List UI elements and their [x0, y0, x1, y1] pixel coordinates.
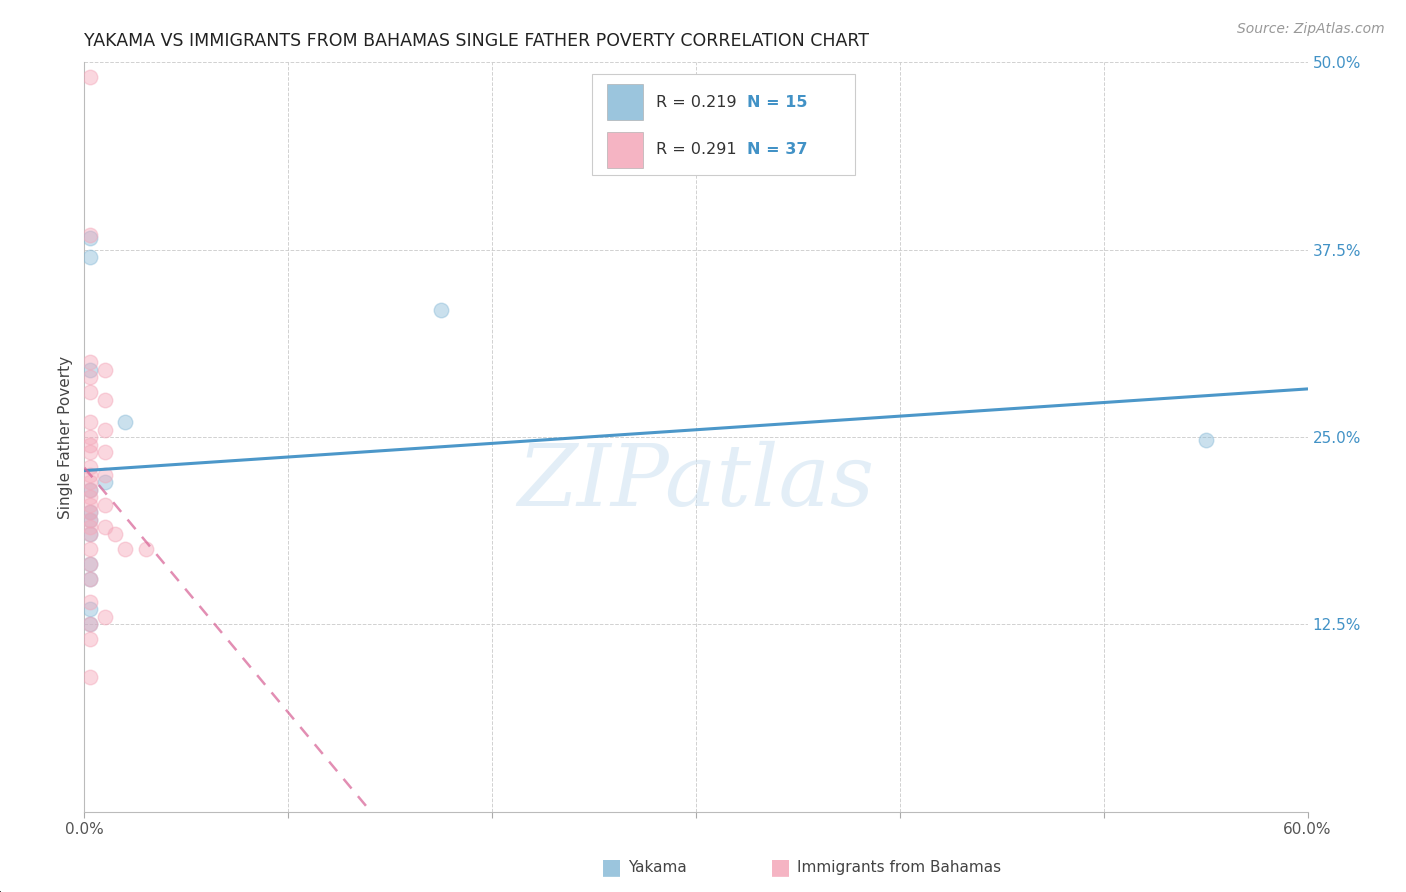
FancyBboxPatch shape — [606, 84, 644, 120]
Point — [79, 445, 101, 459]
Point — [79, 505, 101, 519]
Point — [114, 415, 136, 429]
Point — [79, 475, 101, 489]
Point — [79, 250, 101, 264]
Point — [93, 362, 115, 376]
Point — [93, 475, 115, 489]
Point — [93, 520, 115, 534]
Point — [79, 362, 101, 376]
Point — [79, 490, 101, 504]
Point — [79, 520, 101, 534]
Point — [79, 558, 101, 572]
Point — [79, 467, 101, 482]
Point — [104, 527, 127, 541]
Point — [79, 437, 101, 451]
Text: ZIPatlas: ZIPatlas — [517, 441, 875, 524]
Text: N = 15: N = 15 — [748, 95, 808, 110]
Point — [79, 430, 101, 444]
Point — [79, 483, 101, 497]
Point — [79, 227, 101, 242]
Point — [93, 445, 115, 459]
Point — [79, 370, 101, 384]
Text: R = 0.291: R = 0.291 — [655, 142, 737, 157]
Point — [1195, 433, 1218, 447]
Point — [114, 542, 136, 557]
Point — [93, 423, 115, 437]
Point — [79, 632, 101, 647]
Text: Yakama: Yakama — [628, 860, 688, 874]
Point — [79, 483, 101, 497]
Text: R = 0.219: R = 0.219 — [655, 95, 737, 110]
Text: ■: ■ — [602, 857, 621, 877]
Point — [79, 595, 101, 609]
Point — [79, 231, 101, 245]
Point — [79, 512, 101, 526]
Point — [79, 617, 101, 632]
Point — [79, 558, 101, 572]
Point — [430, 302, 453, 317]
Point — [79, 385, 101, 400]
Point — [79, 527, 101, 541]
Text: Source: ZipAtlas.com: Source: ZipAtlas.com — [1237, 22, 1385, 37]
Point — [93, 498, 115, 512]
Point — [79, 460, 101, 475]
Point — [93, 610, 115, 624]
Text: YAKAMA VS IMMIGRANTS FROM BAHAMAS SINGLE FATHER POVERTY CORRELATION CHART: YAKAMA VS IMMIGRANTS FROM BAHAMAS SINGLE… — [84, 32, 869, 50]
FancyBboxPatch shape — [592, 74, 855, 175]
Y-axis label: Single Father Poverty: Single Father Poverty — [58, 356, 73, 518]
Point — [79, 512, 101, 526]
Point — [79, 415, 101, 429]
Point — [79, 505, 101, 519]
Point — [93, 392, 115, 407]
Point — [79, 527, 101, 541]
Point — [79, 498, 101, 512]
Point — [79, 670, 101, 684]
Point — [79, 602, 101, 616]
Point — [135, 542, 157, 557]
Point — [79, 573, 101, 587]
FancyBboxPatch shape — [606, 131, 644, 168]
Point — [79, 573, 101, 587]
Point — [79, 542, 101, 557]
Point — [93, 467, 115, 482]
Text: ■: ■ — [770, 857, 790, 877]
Text: N = 37: N = 37 — [748, 142, 808, 157]
Point — [79, 617, 101, 632]
Point — [79, 70, 101, 85]
Text: Immigrants from Bahamas: Immigrants from Bahamas — [797, 860, 1001, 874]
Point — [79, 355, 101, 369]
